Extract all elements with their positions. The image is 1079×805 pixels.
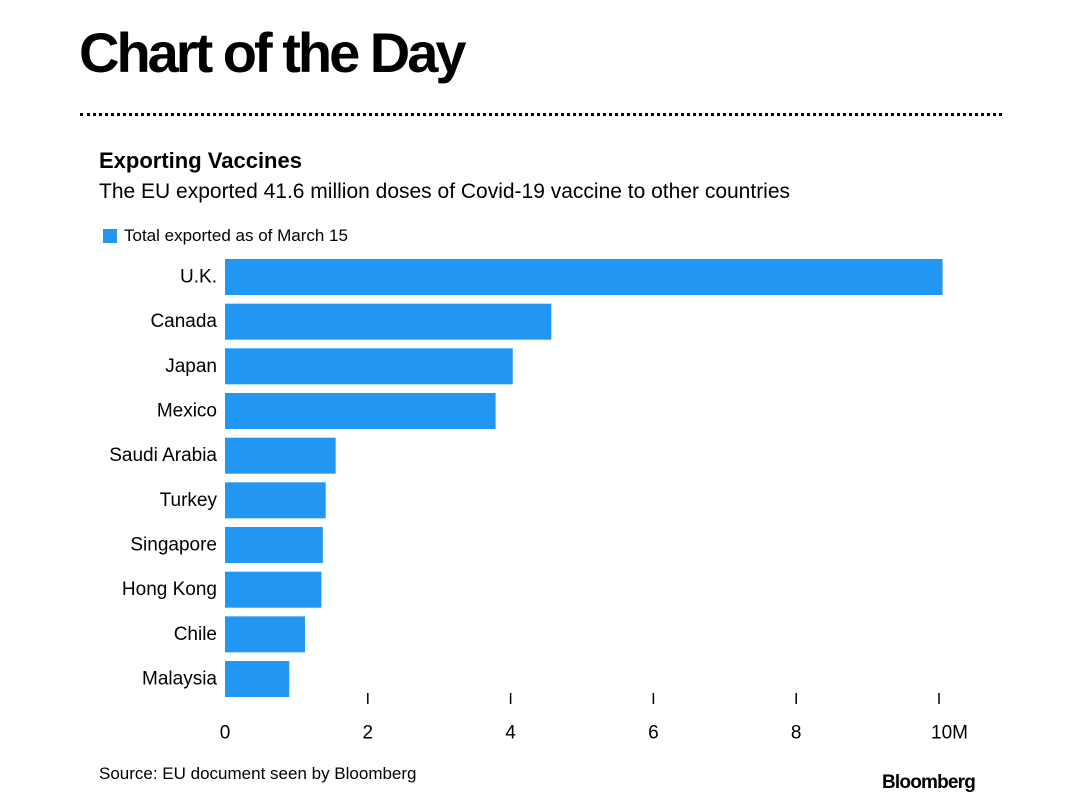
category-label: Chile [174, 624, 217, 645]
source-note: Source: EU document seen by Bloomberg [99, 764, 417, 783]
bar [225, 527, 323, 564]
x-tick-label: 6 [648, 723, 659, 744]
category-label: Turkey [160, 490, 218, 511]
legend-swatch [103, 229, 117, 243]
chart-subtitle: The EU exported 41.6 million doses of Co… [99, 180, 791, 203]
category-label: Saudi Arabia [109, 445, 217, 466]
x-tick-label: 0 [220, 723, 231, 744]
page-title: Chart of the Day [79, 21, 466, 84]
bar [225, 437, 336, 474]
bar [225, 482, 326, 519]
category-label: Malaysia [142, 669, 217, 690]
bar [225, 571, 322, 608]
category-label: Hong Kong [122, 579, 217, 600]
bar [225, 259, 943, 295]
bar [225, 348, 513, 385]
category-label: Mexico [157, 401, 217, 422]
bar [225, 393, 496, 430]
category-label: Canada [150, 311, 217, 332]
brand-logo: Bloomberg [882, 772, 976, 793]
legend-label: Total exported as of March 15 [124, 226, 348, 245]
x-tick-label: 4 [505, 723, 516, 744]
dotted-divider [80, 113, 1002, 116]
bar [225, 661, 290, 698]
bar [225, 303, 552, 340]
x-tick-label: 8 [791, 723, 802, 744]
x-tick-label: 10M [931, 723, 968, 744]
chart-legend: Total exported as of March 15 [103, 225, 348, 247]
chart-title: Exporting Vaccines [99, 148, 302, 173]
x-tick-label: 2 [363, 723, 374, 744]
category-label: Singapore [130, 535, 217, 556]
category-label: Japan [165, 356, 217, 377]
category-label: U.K. [180, 267, 217, 288]
bar [225, 616, 305, 653]
